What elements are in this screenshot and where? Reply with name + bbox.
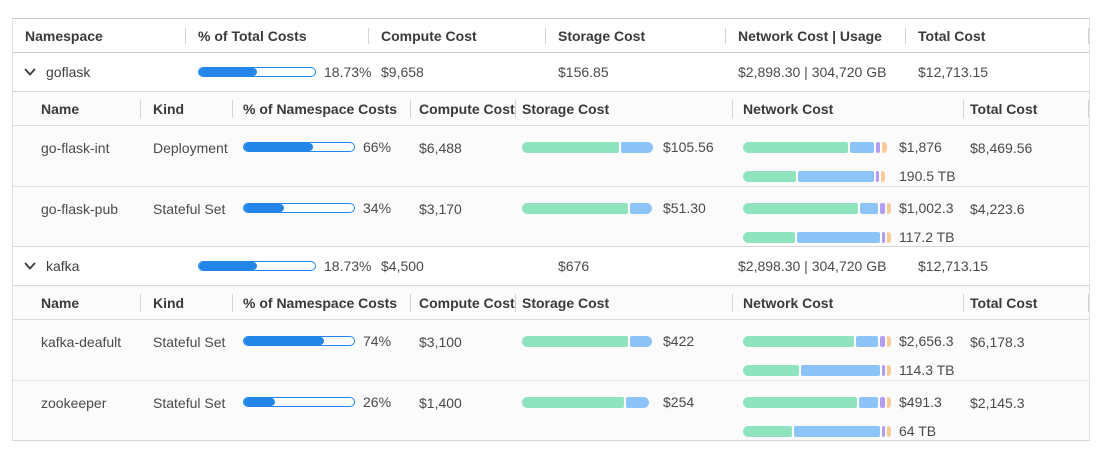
namespace-network-cost-usage: $2,898.30 | 304,720 GB	[738, 64, 887, 80]
storage-cost-bar	[522, 335, 655, 347]
workload-compute-cost: $3,170	[419, 201, 462, 217]
header-total-cost: Total Cost	[964, 101, 1089, 117]
network-usage-label: 117.2 TB	[899, 229, 955, 245]
header-percent-namespace-costs: % of Namespace Costs	[233, 295, 411, 311]
network-cost-bar	[743, 335, 891, 347]
workload-total-cost: $6,178.3	[970, 334, 1025, 350]
header-storage-cost: Storage Cost	[516, 101, 733, 117]
namespace-name: kafka	[46, 258, 80, 274]
namespace-compute-cost: $9,658	[381, 64, 424, 80]
chevron-down-icon[interactable]	[23, 259, 37, 273]
network-usage-label: 64 TB	[899, 423, 937, 439]
workload-name: zookeeper	[41, 395, 107, 411]
storage-cost-label: $51.30	[663, 200, 706, 216]
workload-kind: Stateful Set	[153, 201, 226, 217]
percent-namespace-bar	[243, 142, 355, 152]
network-cost-label: $2,656.3	[899, 333, 954, 349]
cost-table: Namespace % of Total Costs Compute Cost …	[12, 18, 1090, 441]
network-usage-bar	[743, 231, 892, 243]
namespace-storage-cost: $156.85	[558, 64, 609, 80]
percent-total-bar	[198, 67, 316, 77]
workload-row-kafka-deafult: kafka-deafult Stateful Set 74% $3,100 $4…	[13, 320, 1089, 380]
header-compute-cost: Compute Cost	[411, 295, 516, 311]
header-total-cost: Total Cost	[964, 295, 1089, 311]
percent-namespace-bar	[243, 203, 355, 213]
network-usage-bar	[743, 425, 891, 437]
storage-cost-bar	[522, 202, 655, 214]
header-name: Name	[13, 101, 141, 117]
workload-table-kafka: Name Kind % of Namespace Costs Compute C…	[13, 285, 1089, 441]
percent-namespace-bar	[243, 397, 355, 407]
workload-total-cost: $4,223.6	[970, 201, 1025, 217]
header-namespace: Namespace	[13, 28, 186, 44]
header-storage-cost: Storage Cost	[546, 28, 726, 44]
workload-total-cost: $8,469.56	[970, 140, 1033, 156]
storage-cost-bar	[522, 141, 655, 153]
network-usage-bar	[743, 364, 891, 376]
namespace-network-cost-usage: $2,898.30 | 304,720 GB	[738, 258, 887, 274]
network-cost-label: $491.3	[899, 394, 942, 410]
header-percent-namespace-costs: % of Namespace Costs	[233, 101, 411, 117]
header-storage-cost: Storage Cost	[516, 295, 733, 311]
workload-table-goflask: Name Kind % of Namespace Costs Compute C…	[13, 91, 1089, 247]
workload-kind: Stateful Set	[153, 395, 226, 411]
namespace-compute-cost: $4,500	[381, 258, 424, 274]
network-cost-bar	[743, 141, 891, 153]
percent-namespace-label: 74%	[363, 333, 392, 349]
workload-name: kafka-deafult	[41, 334, 122, 350]
workload-table-header: Name Kind % of Namespace Costs Compute C…	[13, 92, 1089, 126]
workload-row-zookeeper: zookeeper Stateful Set 26% $1,400 $254 $…	[13, 380, 1089, 440]
workload-table-header: Name Kind % of Namespace Costs Compute C…	[13, 286, 1089, 320]
header-network-cost: Network Cost	[733, 295, 964, 311]
network-cost-label: $1,876	[899, 139, 942, 155]
percent-namespace-bar	[243, 336, 355, 346]
namespace-total-cost: $12,713.15	[918, 64, 989, 80]
header-percent-total-costs: % of Total Costs	[186, 28, 369, 44]
workload-kind: Stateful Set	[153, 334, 226, 350]
workload-name: go-flask-int	[41, 140, 110, 156]
header-kind: Kind	[141, 295, 233, 311]
workload-compute-cost: $6,488	[419, 140, 462, 156]
header-network-cost: Network Cost	[733, 101, 964, 117]
namespace-row-goflask[interactable]: goflask 18.73% $9,658 $156.85 $2,898.30 …	[13, 53, 1089, 91]
header-compute-cost: Compute Cost	[411, 101, 516, 117]
workload-compute-cost: $1,400	[419, 395, 462, 411]
chevron-down-icon[interactable]	[23, 65, 37, 79]
namespace-name: goflask	[46, 64, 91, 80]
network-cost-bar	[743, 202, 892, 214]
percent-namespace-label: 26%	[363, 394, 392, 410]
network-usage-label: 190.5 TB	[899, 168, 956, 184]
workload-kind: Deployment	[153, 140, 228, 156]
namespace-row-kafka[interactable]: kafka 18.73% $4,500 $676 $2,898.30 | 304…	[13, 247, 1089, 285]
workload-row-go-flask-pub: go-flask-pub Stateful Set 34% $3,170 $51…	[13, 186, 1089, 246]
header-compute-cost: Compute Cost	[369, 28, 546, 44]
percent-namespace-label: 34%	[363, 200, 392, 216]
header-name: Name	[13, 295, 141, 311]
header-kind: Kind	[141, 101, 233, 117]
network-usage-label: 114.3 TB	[899, 362, 955, 378]
network-cost-label: $1,002.3	[899, 200, 954, 216]
workload-name: go-flask-pub	[41, 201, 119, 217]
percent-namespace-label: 66%	[363, 139, 392, 155]
storage-cost-bar	[522, 396, 655, 408]
namespace-total-cost: $12,713.15	[918, 258, 989, 274]
workload-total-cost: $2,145.3	[970, 395, 1025, 411]
storage-cost-label: $422	[663, 333, 695, 349]
workload-row-go-flask-int: go-flask-int Deployment 66% $6,488 $105.…	[13, 126, 1089, 186]
workload-compute-cost: $3,100	[419, 334, 462, 350]
percent-total-label: 18.73%	[324, 258, 372, 274]
namespace-table-header: Namespace % of Total Costs Compute Cost …	[13, 19, 1089, 53]
percent-total-label: 18.73%	[324, 64, 372, 80]
storage-cost-label: $105.56	[663, 139, 714, 155]
namespace-storage-cost: $676	[558, 258, 590, 274]
network-usage-bar	[743, 170, 891, 182]
percent-total-bar	[198, 261, 316, 271]
header-total-cost: Total Cost	[906, 28, 1089, 44]
network-cost-bar	[743, 396, 891, 408]
storage-cost-label: $254	[663, 394, 695, 410]
header-network-cost-usage: Network Cost | Usage	[726, 28, 906, 44]
